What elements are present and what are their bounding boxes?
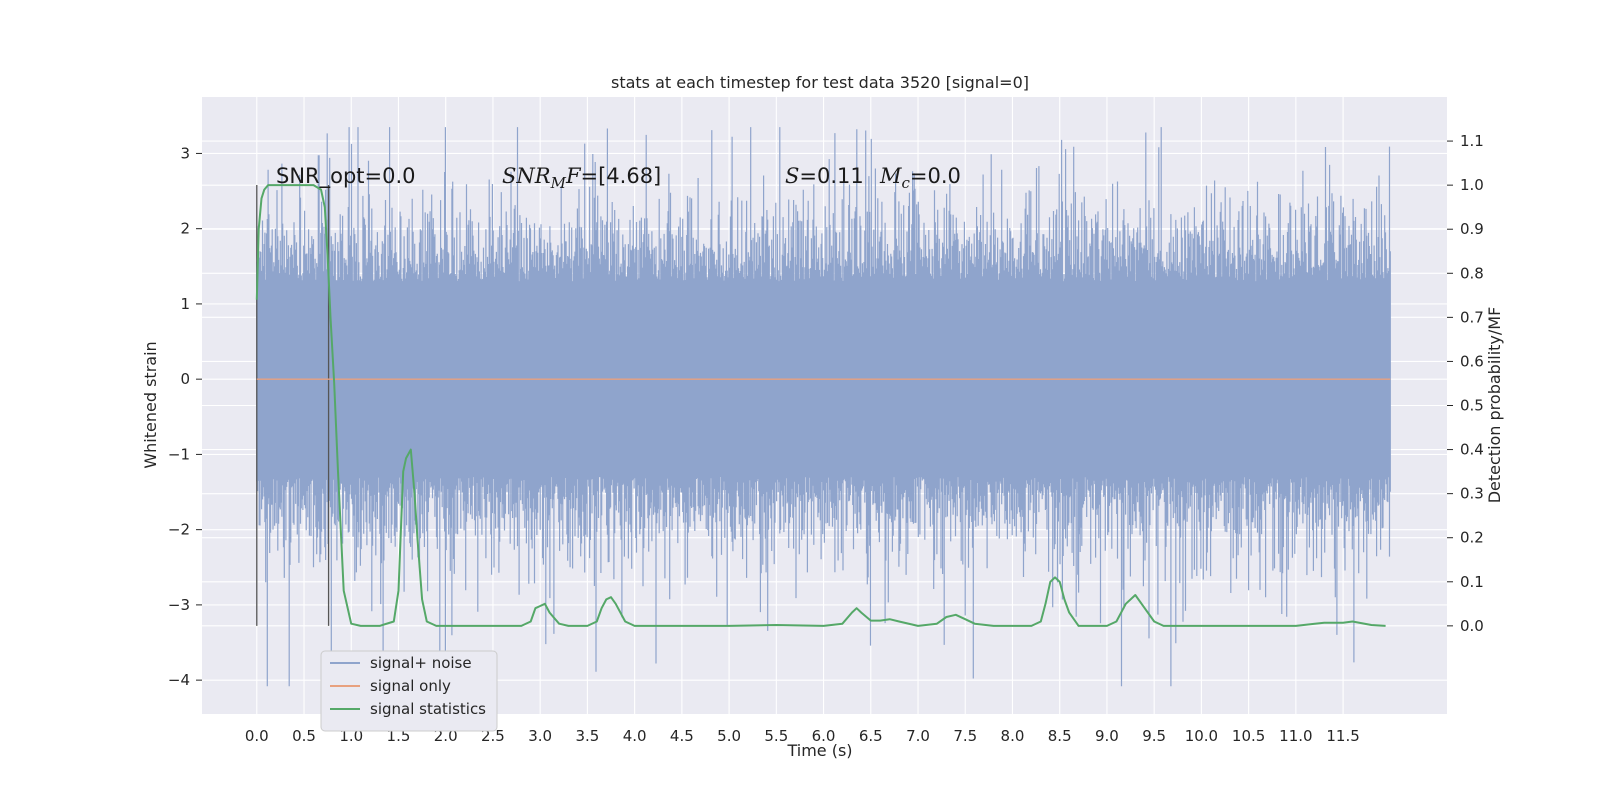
y2-tick-label: 0.4 [1460, 441, 1484, 459]
x-tick-label: 7.0 [906, 727, 930, 745]
legend: signal+ noise signal only signal statistic… [320, 650, 498, 732]
x-tick-label: 10.5 [1232, 727, 1265, 745]
x-tick-label: 4.5 [670, 727, 694, 745]
x-tick-label: 6.5 [859, 727, 883, 745]
y2-tick-label: 0.7 [1460, 308, 1484, 326]
y-tick-label: 1 [180, 295, 190, 313]
x-tick-label: 8.5 [1048, 727, 1072, 745]
y2-axis-label: Detection probability/MF [1485, 307, 1504, 504]
y2-tick-label: 1.0 [1460, 176, 1484, 194]
x-tick-label: 11.0 [1279, 727, 1312, 745]
y2-tick-label: 0.1 [1460, 573, 1484, 591]
y-tick-label: −4 [168, 671, 190, 689]
y2-tick-label: 0.0 [1460, 617, 1484, 635]
x-tick-label: 5.0 [717, 727, 741, 745]
x-tick-label: 10.0 [1185, 727, 1218, 745]
signal-statistics-line [255, 184, 1386, 627]
x-tick-label: 0.0 [245, 727, 269, 745]
x-axis-label: Time (s) [786, 741, 852, 760]
y2-tick-label: 0.9 [1460, 220, 1484, 238]
annotation-s-stat: S=0.11 [785, 164, 864, 188]
x-tick-label: 11.5 [1326, 727, 1359, 745]
y2-tick-label: 0.8 [1460, 264, 1484, 282]
annotations: SNR_opt=0.0 SNRMF=[4.68] S=0.11 Mc=0.0 [276, 164, 961, 192]
annotation-snr-opt: SNR_opt=0.0 [276, 164, 416, 189]
chart-title: stats at each timestep for test data 352… [611, 73, 1029, 92]
y2-tick-label: 0.3 [1460, 485, 1484, 503]
x-tick-label: 7.5 [953, 727, 977, 745]
annotation-snr-mf: SNRMF=[4.68] [502, 164, 661, 192]
x-tick-label: 6.0 [812, 727, 836, 745]
y-axis-label: Whitened strain [141, 341, 160, 468]
tick-labels: 0.0 0.5 1.0 1.5 2.0 2.5 3.0 3.5 4.0 4.5 5.0 5.5 6.0 6… [168, 132, 1484, 745]
line-series [255, 184, 1391, 627]
x-tick-label: 9.0 [1095, 727, 1119, 745]
x-tick-label: 0.5 [292, 727, 316, 745]
y2-tick-label: 0.5 [1460, 397, 1484, 415]
y2-tick-label: 0.6 [1460, 352, 1484, 370]
y-tick-label: 3 [180, 144, 190, 162]
y-tick-label: 0 [180, 370, 190, 388]
y-tick-label: −1 [168, 445, 190, 463]
x-tick-label: 8.0 [1001, 727, 1025, 745]
y-tick-label: −2 [168, 521, 190, 539]
x-tick-label: 3.0 [528, 727, 552, 745]
legend-label: signal only [370, 677, 451, 695]
x-tick-label: 3.5 [575, 727, 599, 745]
legend-label: signal+ noise [370, 654, 472, 672]
legend-label: signal statistics [370, 700, 486, 718]
annotation-mc: Mc=0.0 [879, 164, 961, 192]
y2-tick-label: 1.1 [1460, 132, 1484, 150]
legend-box [320, 650, 498, 732]
y-tick-label: 2 [180, 220, 190, 238]
y-tick-label: −3 [168, 596, 190, 614]
y2-tick-label: 0.2 [1460, 529, 1484, 547]
x-tick-label: 4.0 [623, 727, 647, 745]
x-tick-label: 9.5 [1142, 727, 1166, 745]
x-tick-label: 5.5 [764, 727, 788, 745]
